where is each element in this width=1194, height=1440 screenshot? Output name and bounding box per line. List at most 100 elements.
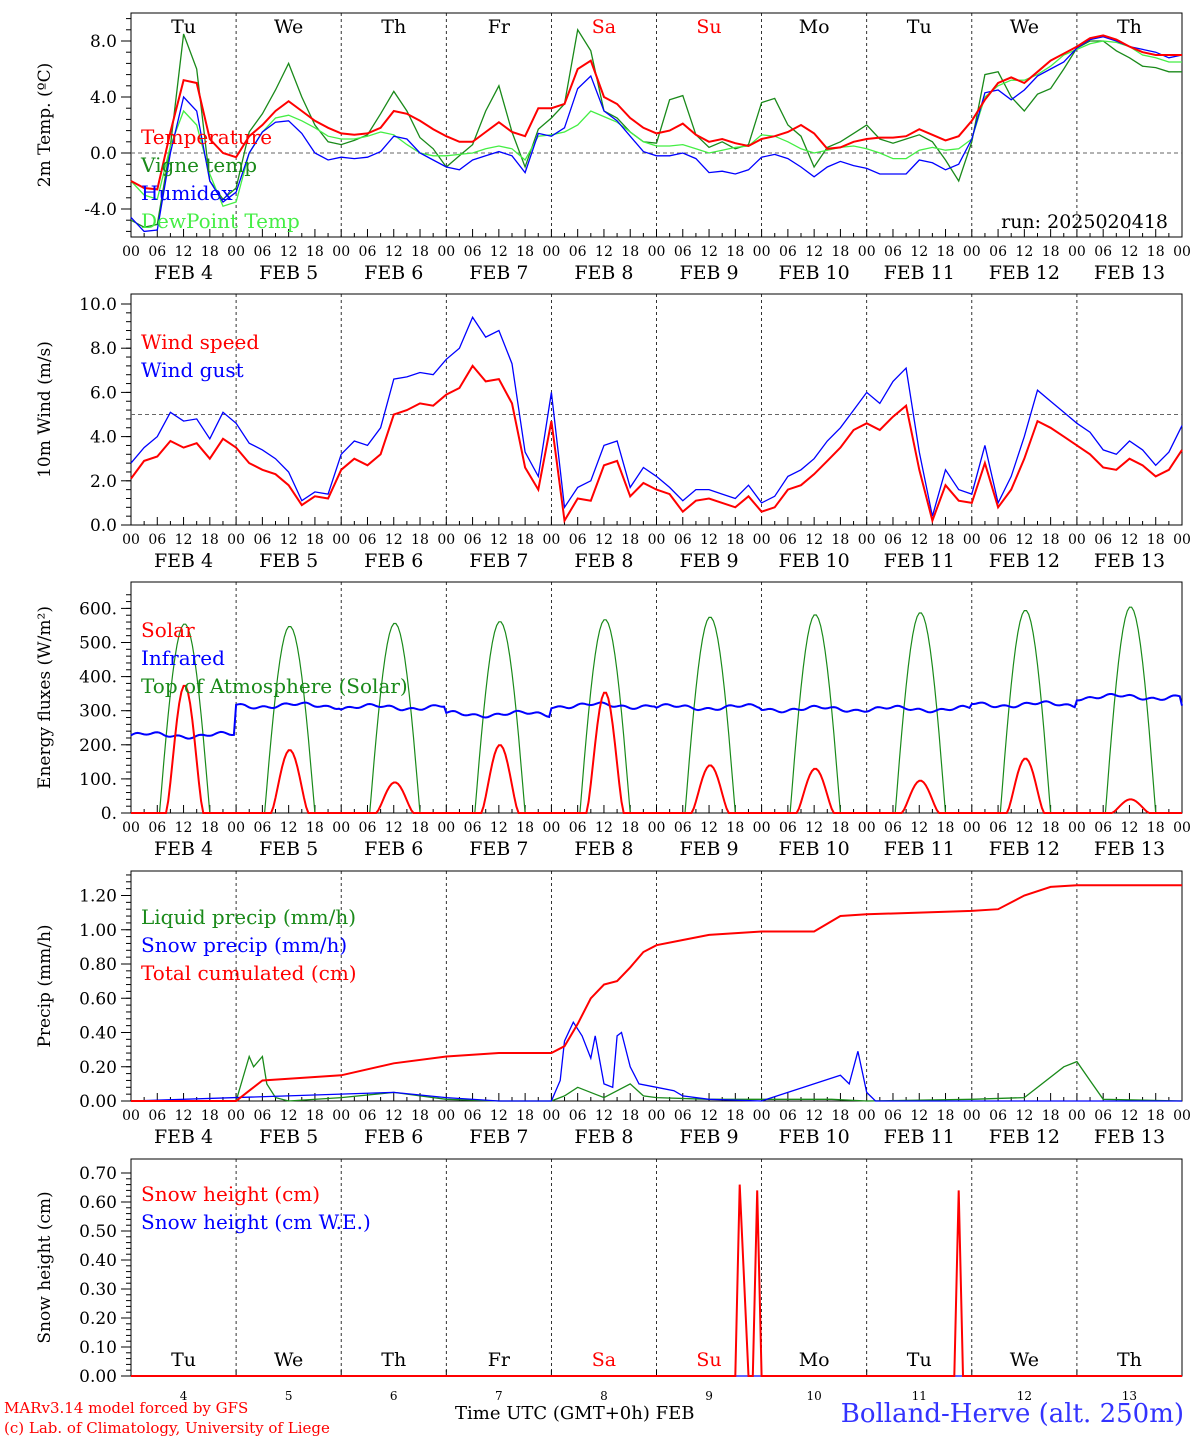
panel1-x-date-label: FEB 11 bbox=[884, 262, 955, 284]
panel4-series-2 bbox=[131, 884, 1182, 1102]
panel2-x-hour-label: 18 bbox=[201, 532, 219, 548]
panel3-x-date-label: FEB 7 bbox=[469, 838, 528, 860]
panel1-legend-label: Temperature bbox=[141, 125, 272, 149]
panel3-x-hour-label: 06 bbox=[569, 820, 587, 836]
panel1-y-axis-title: 2m Temp. (ºC) bbox=[35, 63, 55, 188]
panel3-x-date-label: FEB 13 bbox=[1094, 838, 1165, 860]
panel2-x-date-label: FEB 9 bbox=[679, 550, 738, 572]
panel4-x-hour-label: 06 bbox=[989, 1108, 1007, 1124]
panel2-x-date-label: FEB 12 bbox=[989, 550, 1060, 572]
panel3-y-axis-title: Energy fluxes (W/m²) bbox=[35, 606, 55, 789]
panel3-x-hour-label: 18 bbox=[621, 820, 639, 836]
panel5-y-tick-label: 0.60 bbox=[79, 1193, 117, 1213]
panel4-x-hour-label: 06 bbox=[1094, 1108, 1112, 1124]
panel2-legend-label: Wind gust bbox=[141, 358, 244, 382]
panel2-x-hour-label: 00 bbox=[542, 532, 560, 548]
panel2-x-hour-label: 18 bbox=[726, 532, 744, 548]
panel3-x-hour-label: 12 bbox=[805, 820, 823, 836]
panel1-x-hour-label: 12 bbox=[1121, 244, 1139, 260]
panel1-x-hour-label: 00 bbox=[753, 244, 771, 260]
panel1-x-date-label: FEB 10 bbox=[779, 262, 850, 284]
panel3-y-tick-label: 500. bbox=[79, 634, 117, 654]
panel2-series-1 bbox=[130, 364, 1183, 524]
panel1-x-hour-label: 12 bbox=[385, 244, 403, 260]
panel1-legend-label: DewPoint Temp bbox=[141, 209, 300, 233]
panel3-x-hour-label: 12 bbox=[490, 820, 508, 836]
panel2-legend-label: Wind speed bbox=[141, 330, 259, 354]
panel1-x-hour-label: 00 bbox=[963, 244, 981, 260]
panel2-x-hour-label: 06 bbox=[884, 532, 902, 548]
panel4-x-hour-label: 18 bbox=[832, 1108, 850, 1124]
panel1-run-annotation: run: 2025020418 bbox=[1001, 211, 1168, 233]
panel1-weekday-label: Fr bbox=[488, 16, 511, 38]
panel3-x-hour-label: 06 bbox=[253, 820, 271, 836]
panel4-x-hour-label: 12 bbox=[910, 1108, 928, 1124]
panel4-x-hour-label: 00 bbox=[542, 1108, 560, 1124]
panel1-x-hour-label: 18 bbox=[201, 244, 219, 260]
panel1-x-hour-label: 00 bbox=[332, 244, 350, 260]
panel4-y-axis-title: Precip (mm/h) bbox=[35, 924, 55, 1047]
panel4-y-tick-label: 1.20 bbox=[79, 887, 117, 907]
panel2-x-hour-label: 06 bbox=[464, 532, 482, 548]
panel3-x-hour-label: 12 bbox=[595, 820, 613, 836]
panel1-x-date-label: FEB 7 bbox=[469, 262, 528, 284]
panel3-x-hour-label: 00 bbox=[1173, 820, 1191, 836]
panel2-y-tick-label: 8.0 bbox=[90, 339, 117, 359]
panel1-x-hour-label: 06 bbox=[464, 244, 482, 260]
panel3-legend-label: Solar bbox=[141, 618, 195, 642]
panel2-x-date-label: FEB 6 bbox=[364, 550, 423, 572]
panel2-x-hour-label: 06 bbox=[779, 532, 797, 548]
panel1-x-hour-label: 18 bbox=[832, 244, 850, 260]
panel1-x-hour-label: 06 bbox=[989, 244, 1007, 260]
panel2-x-hour-label: 00 bbox=[227, 532, 245, 548]
panel4-x-hour-label: 12 bbox=[595, 1108, 613, 1124]
panel4-x-hour-label: 18 bbox=[306, 1108, 324, 1124]
panel2-x-hour-label: 18 bbox=[516, 532, 534, 548]
panel1-x-hour-label: 12 bbox=[280, 244, 298, 260]
panel1-x-hour-label: 06 bbox=[1094, 244, 1112, 260]
panel5-weekday-label: Mo bbox=[799, 1349, 830, 1371]
panel2-x-hour-label: 06 bbox=[253, 532, 271, 548]
panel5-day-number-label: 12 bbox=[1017, 1389, 1032, 1403]
panel1-series-0 bbox=[130, 40, 1182, 208]
panel1-y-tick-label: 0.0 bbox=[90, 144, 117, 164]
panel1-x-date-label: FEB 12 bbox=[989, 262, 1060, 284]
panel1-x-hour-label: 12 bbox=[1015, 244, 1033, 260]
panel5-y-axis-title: Snow height (cm) bbox=[35, 1191, 55, 1343]
panel1-x-hour-label: 00 bbox=[542, 244, 560, 260]
panel3-x-hour-label: 00 bbox=[648, 820, 666, 836]
panel4-x-hour-label: 00 bbox=[963, 1108, 981, 1124]
panel1-x-hour-label: 12 bbox=[490, 244, 508, 260]
panel4-x-hour-label: 06 bbox=[253, 1108, 271, 1124]
panel2-x-hour-label: 00 bbox=[122, 532, 140, 548]
panel4-y-tick-label: 0.60 bbox=[79, 989, 117, 1009]
panel5-y-tick-label: 0.00 bbox=[79, 1367, 117, 1387]
panel5-legend-label: Snow height (cm) bbox=[141, 1182, 320, 1206]
panel3-x-hour-label: 12 bbox=[700, 820, 718, 836]
panel4-legend-label: Total cumulated (cm) bbox=[141, 961, 357, 985]
panel1-x-hour-label: 06 bbox=[148, 244, 166, 260]
panel3-series-infrared bbox=[130, 693, 1183, 740]
panel3-series-solar bbox=[131, 684, 1182, 814]
panel1-x-hour-label: 00 bbox=[648, 244, 666, 260]
panel2-x-hour-label: 06 bbox=[359, 532, 377, 548]
panel4-x-hour-label: 12 bbox=[175, 1108, 193, 1124]
panel1-weekday-label: Mo bbox=[799, 16, 830, 38]
panel2-x-date-label: FEB 8 bbox=[574, 550, 633, 572]
panel3-x-date-label: FEB 12 bbox=[989, 838, 1060, 860]
panel4-series-0 bbox=[131, 1054, 1183, 1102]
panel1-x-hour-label: 12 bbox=[595, 244, 613, 260]
panel4-y-tick-label: 0.40 bbox=[79, 1024, 117, 1044]
panel1-x-hour-label: 00 bbox=[1068, 244, 1086, 260]
panel1-x-date-label: FEB 9 bbox=[679, 262, 738, 284]
panel5-day-number-label: 7 bbox=[495, 1389, 503, 1403]
panel1-weekday-label: We bbox=[1010, 16, 1039, 38]
panel5-weekday-label: Su bbox=[696, 1349, 721, 1371]
panel4-x-hour-label: 06 bbox=[464, 1108, 482, 1124]
panel1-x-hour-label: 06 bbox=[569, 244, 587, 260]
panel1-x-date-label: FEB 8 bbox=[574, 262, 633, 284]
panel4-x-hour-label: 00 bbox=[332, 1108, 350, 1124]
panel1-x-hour-label: 18 bbox=[1147, 244, 1165, 260]
panel1-x-hour-label: 00 bbox=[227, 244, 245, 260]
panel4-x-hour-label: 06 bbox=[884, 1108, 902, 1124]
